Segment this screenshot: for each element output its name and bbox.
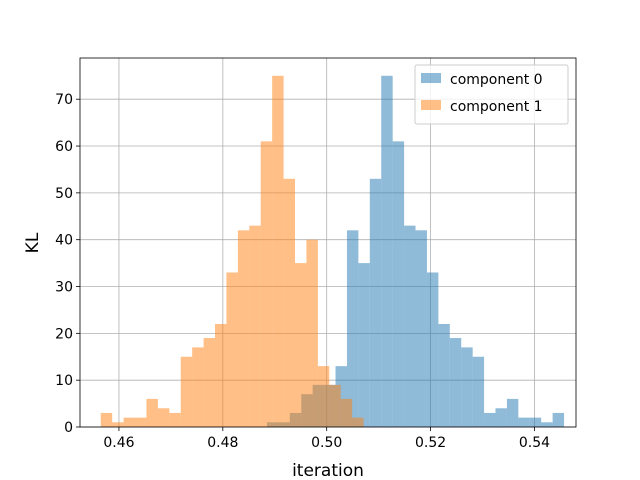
legend-swatch-component-1 [421,100,441,110]
histogram-bar-component-0 [461,347,473,427]
histogram-bar-component-1 [329,384,341,427]
x-axis-label: iteration [292,461,364,480]
histogram-bar-component-0 [506,398,519,427]
histogram-bar-component-1 [100,412,113,427]
histogram-bar-component-0 [438,323,450,427]
histogram-bar-component-1 [352,417,364,427]
histogram-bar-component-0 [369,178,382,427]
histogram-bar-component-1 [249,225,261,427]
histogram-bar-component-1 [272,75,284,427]
histogram-bar-component-1 [215,323,227,427]
y-tick-label: 60 [55,139,73,155]
y-tick-label: 30 [55,280,73,296]
histogram-bar-component-0 [518,417,530,427]
histogram-bar-component-0 [358,263,370,427]
y-axis-label: KL [23,232,43,253]
legend-box [414,64,569,125]
histogram-bar-component-0 [552,412,565,427]
x-tick-label: 0.50 [311,435,342,451]
histogram-bar-component-0 [529,417,542,427]
histogram-bar-component-1 [192,347,204,427]
y-tick-label: 50 [55,186,73,202]
y-tick-label: 40 [55,233,73,249]
histogram-bar-component-0 [484,412,496,427]
histogram-bar-component-0 [346,230,359,427]
y-tick-label: 20 [55,326,73,342]
histogram-bar-component-0 [495,408,507,427]
histogram-bar-component-1 [123,417,136,427]
histogram-bar-component-1 [260,141,273,428]
histogram-bar-component-1 [157,408,170,427]
legend-label-component-1: component 1 [450,99,543,115]
y-tick-label: 70 [55,92,73,108]
histogram-bar-component-0 [541,422,553,427]
histogram-bar-component-1 [203,338,216,427]
legend-swatch-component-0 [421,73,441,83]
legend-label-component-0: component 0 [450,72,543,88]
histogram-bar-component-1 [226,272,238,427]
histogram-bar-component-0 [335,366,347,427]
histogram-bar-component-1 [295,263,307,427]
histogram-bar-component-0 [415,230,427,427]
x-tick-label: 0.46 [103,435,134,451]
axis-ticks: 0.46 0.48 0.50 0.52 0.54 0 10 20 30 40 50 60 70 [55,92,550,451]
histogram-bar-component-1 [317,366,330,427]
histogram-bar-component-1 [306,239,318,427]
y-tick-label: 0 [64,420,73,436]
histogram-bar-component-1 [340,398,353,427]
histogram-bars [100,75,565,428]
histogram-bar-component-1 [146,398,158,427]
x-tick-label: 0.54 [519,435,550,451]
histogram-bar-component-1 [135,417,147,427]
histogram-bar-component-0 [426,272,439,427]
histogram-bar-component-1 [237,230,250,427]
legend: component 0 component 1 [414,64,569,125]
y-tick-label: 10 [55,373,73,389]
histogram-bar-component-0 [392,141,405,428]
histogram-bar-component-1 [112,422,124,427]
histogram-bar-component-0 [381,75,393,427]
histogram-bar-component-0 [449,338,462,427]
x-tick-label: 0.52 [415,435,446,451]
histogram-bar-component-0 [404,225,416,427]
histogram-bar-component-0 [472,356,485,427]
plot-area-frame [79,57,577,428]
histogram-bar-component-1 [180,356,193,427]
x-tick-label: 0.48 [207,435,238,451]
histogram-bar-component-1 [169,412,181,427]
histogram-bar-component-1 [283,178,296,427]
